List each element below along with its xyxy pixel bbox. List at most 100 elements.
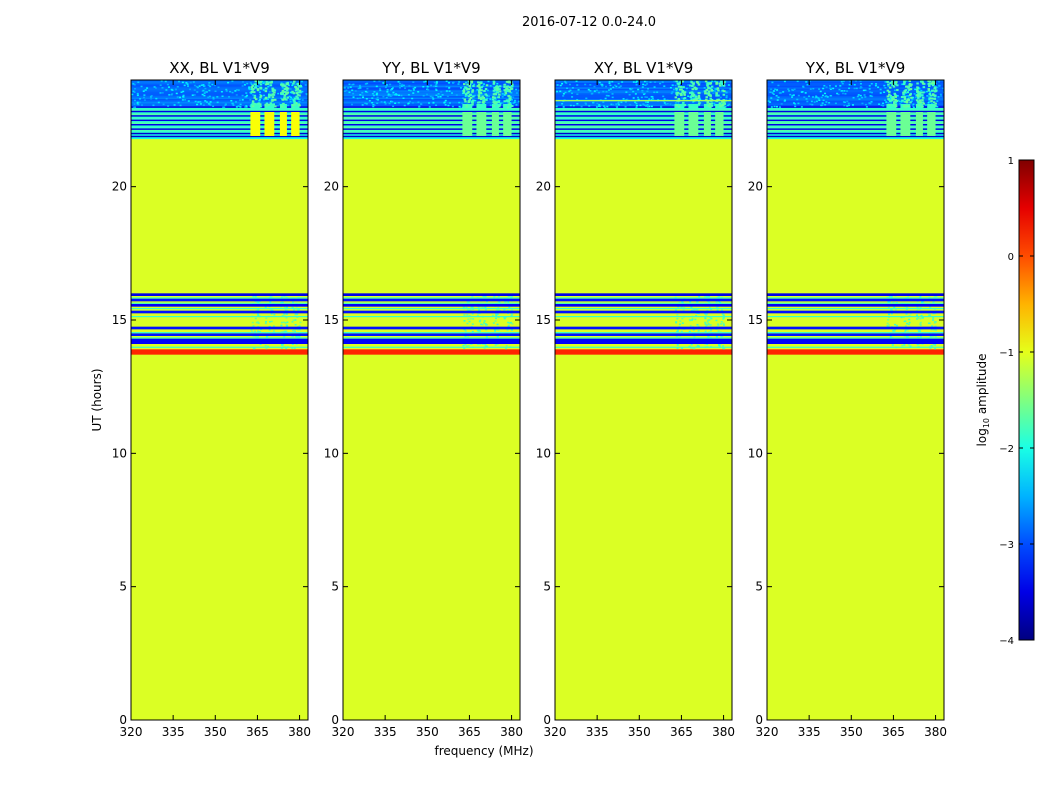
rfi-speck xyxy=(932,101,936,104)
x-tick-label: 335 xyxy=(586,725,609,739)
horizontal-band xyxy=(555,310,732,314)
rfi-speck xyxy=(264,305,267,308)
rfi-speck xyxy=(697,94,701,97)
rfi-speck xyxy=(707,90,711,93)
rfi-speck xyxy=(282,321,285,324)
rfi-speck xyxy=(493,96,497,99)
rfi-speck xyxy=(678,323,681,326)
active-row xyxy=(767,104,944,107)
noise-speck xyxy=(593,90,596,92)
rfi-speck xyxy=(491,96,495,99)
noise-speck xyxy=(577,89,580,91)
rfi-speck xyxy=(477,97,481,100)
active-row xyxy=(555,137,732,140)
noise-speck xyxy=(936,105,939,108)
rfi-speck xyxy=(903,105,906,108)
rfi-speck xyxy=(691,347,694,349)
active-row xyxy=(131,129,308,132)
rfi-speck xyxy=(680,105,684,108)
noise-speck xyxy=(605,85,608,88)
rfi-speck xyxy=(503,85,506,88)
rfi-speck xyxy=(930,100,933,103)
x-tick-label: 380 xyxy=(712,725,735,739)
noise-speck xyxy=(864,103,867,106)
rfi-speck xyxy=(266,104,269,107)
rfi-speck xyxy=(283,295,286,297)
rfi-speck xyxy=(269,81,273,84)
band-line xyxy=(555,337,732,339)
rfi-speck xyxy=(676,317,679,320)
rfi-speck xyxy=(916,86,919,89)
rfi-speck xyxy=(704,330,707,333)
horizontal-band xyxy=(131,293,308,296)
noise-speck xyxy=(257,85,260,87)
noise-speck xyxy=(476,89,479,91)
rfi-speck xyxy=(272,330,275,332)
rfi-speck xyxy=(709,307,712,309)
noise-speck xyxy=(290,96,293,99)
rfi-speck xyxy=(886,89,890,92)
noise-speck xyxy=(778,106,781,108)
rfi-speck xyxy=(252,91,256,94)
noise-speck xyxy=(451,105,454,108)
active-row xyxy=(343,99,520,101)
rfi-speck xyxy=(705,295,708,298)
rfi-speck xyxy=(683,93,686,96)
noise-speck xyxy=(792,102,795,104)
noise-speck xyxy=(234,90,237,92)
active-row xyxy=(767,126,944,129)
noise-speck xyxy=(608,80,611,83)
rfi-speck xyxy=(707,104,710,107)
rfi-speck xyxy=(675,91,678,94)
active-row xyxy=(131,107,308,110)
active-row xyxy=(343,103,520,106)
noise-speck xyxy=(390,94,393,97)
rfi-speck xyxy=(462,306,465,309)
noise-speck xyxy=(620,101,623,104)
rfi-speck xyxy=(678,88,682,91)
rfi-speck xyxy=(292,105,296,108)
rfi-speck xyxy=(903,95,906,98)
noise-speck xyxy=(792,94,795,96)
noise-speck xyxy=(887,85,890,88)
noise-speck xyxy=(585,103,588,105)
panel-frame xyxy=(766,79,945,721)
noise-speck xyxy=(772,93,775,96)
noise-speck xyxy=(435,82,438,84)
active-row xyxy=(767,91,944,94)
rfi-column xyxy=(688,112,699,136)
rfi-speck xyxy=(286,96,290,99)
noise-speck xyxy=(407,94,410,96)
noise-speck xyxy=(632,81,635,83)
rfi-speck xyxy=(691,93,694,96)
noise-speck xyxy=(622,98,625,100)
rfi-speck xyxy=(506,329,509,331)
active-row xyxy=(767,90,944,93)
rfi-speck xyxy=(479,330,482,332)
active-row xyxy=(343,126,520,129)
rfi-column xyxy=(491,112,499,136)
noise-speck xyxy=(232,104,235,106)
noise-speck xyxy=(644,96,647,98)
rfi-speck xyxy=(495,317,498,320)
rfi-speck xyxy=(916,82,919,85)
rfi-speck xyxy=(258,331,261,333)
noise-speck xyxy=(683,105,686,108)
rfi-speck xyxy=(503,317,506,320)
rfi-speck xyxy=(710,317,713,320)
rfi-speck xyxy=(887,301,890,303)
rfi-speck xyxy=(299,321,302,324)
rfi-speck xyxy=(507,89,511,92)
rfi-speck xyxy=(928,332,931,335)
rfi-speck xyxy=(683,307,686,309)
rfi-speck xyxy=(892,301,895,304)
noise-speck xyxy=(512,96,515,99)
rfi-speck xyxy=(480,81,483,84)
noise-speck xyxy=(371,92,374,95)
rfi-speck xyxy=(887,319,890,321)
noise-speck xyxy=(509,102,512,104)
rfi-speck xyxy=(297,103,301,106)
noise-speck xyxy=(428,106,431,108)
rfi-speck xyxy=(697,325,700,328)
rfi-speck xyxy=(691,318,694,320)
